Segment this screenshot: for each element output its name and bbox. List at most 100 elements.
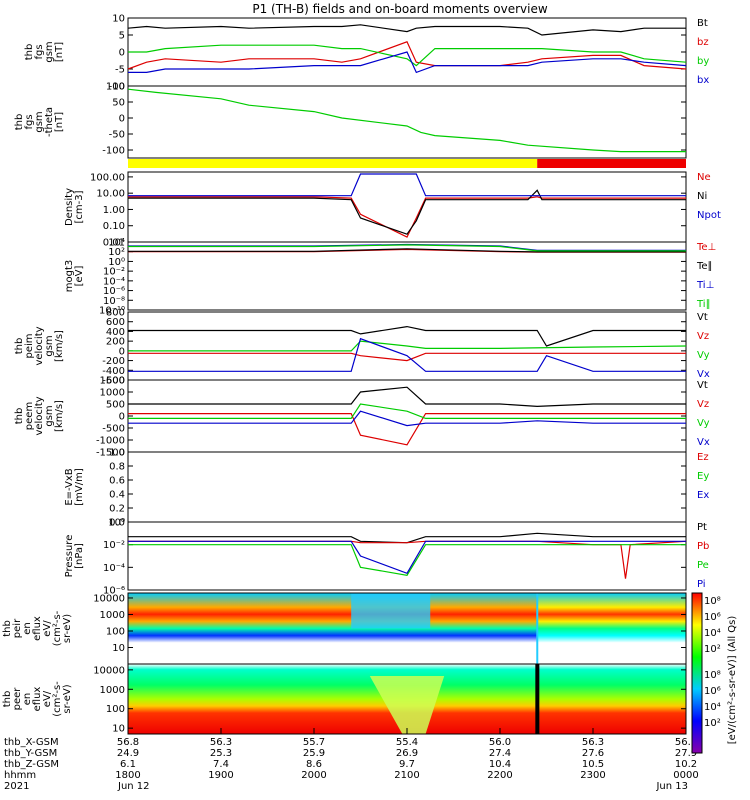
y-axis-label: eflux <box>32 687 43 712</box>
figure-title: P1 (TH-B) fields and on-board moments ov… <box>252 2 548 16</box>
colorbar-tick-label: 10⁴ <box>704 702 721 713</box>
y-tick-label: 5 <box>119 31 125 42</box>
y-axis-label: eV/ <box>42 690 53 707</box>
y-tick-label: 0.4 <box>109 490 125 501</box>
x-tick-label: 27.4 <box>489 748 511 759</box>
legend-entry: Pt <box>697 522 707 533</box>
panel-frame <box>127 241 687 311</box>
legend-entry: Te⊥ <box>696 242 716 253</box>
colorbar-label: [eV/(cm²-s-sr-eV)] (All Qs) <box>727 616 738 745</box>
legend-entry: Te∥ <box>696 261 713 272</box>
y-tick-label: 10⁻⁶ <box>103 586 125 597</box>
x-tick-label: 56.5 <box>675 737 697 748</box>
y-axis-label: fgs <box>24 114 35 129</box>
x-tick-label: 7.4 <box>213 759 229 770</box>
y-axis-label: thb <box>24 44 35 61</box>
x-tick-label: Jun 13 <box>655 781 688 792</box>
y-axis-label: velocity <box>34 326 45 365</box>
y-tick-label: -500 <box>102 424 125 435</box>
x-row-label: 2021 <box>4 781 29 792</box>
y-axis-label: gsm <box>44 335 55 356</box>
y-axis-label: thb <box>14 338 25 355</box>
x-tick-label: 56.8 <box>117 737 139 748</box>
colorbar-tick-label: 10⁶ <box>704 612 721 623</box>
series-Vx <box>128 337 686 372</box>
x-tick-label: 1800 <box>115 770 140 781</box>
y-axis-label: [nT] <box>54 112 65 132</box>
panel-pressure: 10⁰ 10⁻² 10⁻⁴ 10⁻⁶ Pressure [nPa] Pt Pb Pe Pi <box>64 518 709 597</box>
y-axis-label: [cm-3] <box>74 190 85 223</box>
spectrogram-fill <box>128 593 538 664</box>
legend-entry: Pi <box>697 579 706 590</box>
y-tick-label: 0 <box>119 48 125 59</box>
y-tick-label: 100 <box>106 82 125 93</box>
y-axis-label: fgs <box>34 44 45 59</box>
x-tick-label: 55.7 <box>303 737 325 748</box>
y-tick-label: 400 <box>106 327 125 338</box>
colorbar-tick-label: 10⁴ <box>704 628 721 639</box>
x-tick-label: 56.3 <box>210 737 232 748</box>
legend-entry: Ti⊥ <box>696 280 714 291</box>
series-Vz <box>128 352 686 362</box>
y-tick-label: -200 <box>102 356 125 367</box>
x-tick-label: Jun 12 <box>117 781 150 792</box>
panel-frame <box>127 451 687 523</box>
y-tick-label: 100.00 <box>90 172 125 183</box>
series-Pi <box>128 540 686 575</box>
series-Pe <box>128 544 686 576</box>
x-tick-label: 10.2 <box>675 759 697 770</box>
spectrogram-feature <box>536 593 539 664</box>
y-tick-label: -400 <box>102 366 125 377</box>
y-axis-label: en <box>22 622 33 635</box>
x-tick-label: 56.0 <box>489 737 511 748</box>
y-axis-label: thb <box>14 114 25 131</box>
panel-fgs-theta: 100 50 0 -50 -100 thb fgs gsm -theta [nT] <box>14 82 687 159</box>
series-Vt <box>128 325 686 347</box>
spectrogram-fill <box>537 593 686 664</box>
panel-mode-bar <box>128 159 686 168</box>
y-tick-label: 10⁻² <box>103 540 125 551</box>
y-axis-label: velocity <box>34 396 45 435</box>
y-tick-label: 10 <box>112 643 125 654</box>
x-row-label: thb_Z-GSM <box>4 759 59 770</box>
y-tick-label: 10000 <box>93 665 125 676</box>
legend-entry: Vx <box>697 369 710 380</box>
x-tick-label: 27.9 <box>675 748 697 759</box>
y-tick-label: -5 <box>115 65 125 76</box>
y-axis-label: [nT] <box>54 42 65 62</box>
series-Npot <box>128 173 686 197</box>
y-tick-label: 800 <box>106 308 125 319</box>
x-tick-label: 27.6 <box>582 748 604 759</box>
panel-frame <box>127 85 687 159</box>
y-axis-label: [mV/m] <box>74 468 85 506</box>
x-tick-label: 25.3 <box>210 748 232 759</box>
x-tick-label: 8.6 <box>306 759 322 770</box>
y-axis-label: [km/s] <box>54 400 65 432</box>
panel-density: 100.00 10.00 1.00 0.10 0.01 Density [cm-3] Ne Ni… <box>64 171 721 249</box>
y-axis-label: Density <box>64 188 75 226</box>
y-axis-label: -theta <box>44 107 55 137</box>
series-Vx <box>128 410 686 427</box>
y-tick-label: 0.10 <box>103 221 125 232</box>
legend-entry: bz <box>697 37 709 48</box>
legend-entry: Npot <box>697 210 721 221</box>
y-tick-label: 10⁴ <box>108 238 125 249</box>
colorbar-tick-label: 10² <box>704 644 721 655</box>
y-tick-label: 1000 <box>100 388 125 399</box>
mode-bar-segment <box>537 159 686 168</box>
y-tick-label: -50 <box>109 130 125 141</box>
y-tick-label: 1.00 <box>103 205 125 216</box>
x-tick-label: 0000 <box>673 770 698 781</box>
series-Bt <box>127 24 686 36</box>
x-tick-label: 26.9 <box>396 748 418 759</box>
y-axis-label: [nPa] <box>74 543 85 569</box>
y-tick-label: -1000 <box>96 436 125 447</box>
y-axis-label: sr-eV) <box>62 614 73 643</box>
colorbar-tick-label: 10⁸ <box>704 596 721 607</box>
y-axis-label: (cm²-s- <box>52 610 63 646</box>
y-axis-label: gsm <box>44 41 55 62</box>
legend-entry: Vz <box>697 399 709 410</box>
x-tick-label: 1900 <box>208 770 233 781</box>
y-tick-label: 10 <box>112 14 125 25</box>
spectrogram-feature <box>369 676 445 734</box>
